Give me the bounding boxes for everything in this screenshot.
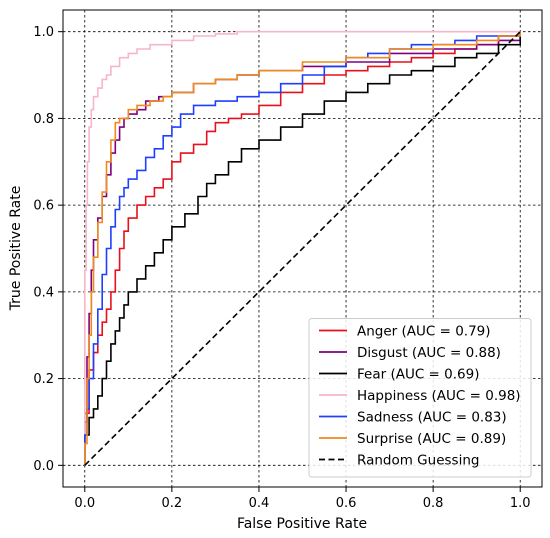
series-line-anger [84, 31, 521, 466]
legend-label-anger: Anger (AUC = 0.79) [357, 324, 491, 340]
y-tick-label: 0.2 [33, 372, 54, 387]
y-tick-label: 0.0 [33, 459, 54, 474]
plot-frame [62, 9, 543, 488]
series-line-random [84, 31, 521, 466]
x-tick-label: 0.0 [74, 496, 95, 511]
series-lines [84, 30, 521, 466]
axis-ticks: 0.0 0.2 0.4 0.6 0.8 1.0 0.0 0.2 0.4 0.6 0.8 1.0 [33, 25, 530, 511]
legend-label-random: Random Guessing [357, 453, 479, 469]
y-tick-label: 1.0 [33, 25, 54, 40]
x-tick-label: 0.4 [249, 496, 270, 511]
y-tick-label: 0.4 [33, 285, 54, 300]
series-line-happiness [84, 30, 521, 466]
legend-label-happiness: Happiness (AUC = 0.98) [357, 388, 521, 404]
x-tick-label: 1.0 [510, 496, 531, 511]
series-line-surprise [84, 31, 521, 466]
legend-label-disgust: Disgust (AUC = 0.88) [357, 345, 501, 361]
series-line-disgust [84, 31, 521, 466]
legend-label-surprise: Surprise (AUC = 0.89) [357, 431, 506, 447]
y-axis-label: True Positive Rate [8, 186, 24, 312]
x-axis-label: False Positive Rate [237, 516, 367, 532]
legend-box [308, 318, 532, 478]
y-tick-label: 0.6 [33, 199, 54, 214]
legend-label-fear: Fear (AUC = 0.69) [357, 367, 479, 383]
x-tick-label: 0.8 [423, 496, 444, 511]
legend-label-sadness: Sadness (AUC = 0.83) [357, 410, 507, 426]
legend: Anger (AUC = 0.79) Disgust (AUC = 0.88) Fe… [308, 318, 532, 478]
x-tick-label: 0.6 [336, 496, 357, 511]
x-tick-label: 0.2 [162, 496, 183, 511]
y-tick-label: 0.8 [33, 112, 54, 127]
series-line-fear [84, 31, 521, 466]
